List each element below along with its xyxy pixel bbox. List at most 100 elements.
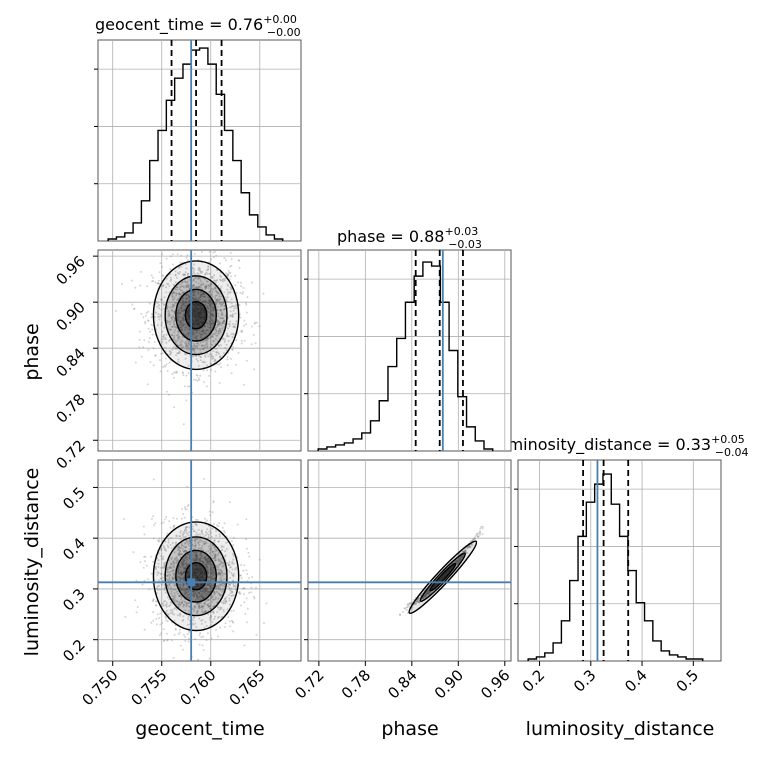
scatter-point (166, 571, 169, 574)
density-fill-2 (175, 289, 217, 341)
scatter-point (202, 360, 205, 363)
scatter-point (188, 605, 191, 608)
scatter-point (197, 542, 200, 545)
scatter-point (160, 583, 163, 586)
scatter-point (191, 319, 194, 322)
scatter-point (197, 319, 199, 322)
scatter-point (175, 354, 178, 357)
scatter-point (195, 302, 198, 305)
scatter-point (176, 592, 179, 595)
scatter-point (200, 323, 203, 326)
scatter-point (185, 508, 188, 511)
scatter-point (222, 608, 225, 611)
scatter-point (216, 300, 219, 303)
scatter-point (160, 315, 163, 318)
scatter-point (199, 547, 202, 550)
scatter-point (174, 273, 177, 276)
hist-panel-geocent_time (94, 39, 302, 242)
scatter-point (185, 286, 188, 289)
scatter-point (232, 572, 235, 575)
scatter-point (162, 567, 165, 570)
scatter-point (246, 607, 249, 610)
scatter-point (195, 286, 198, 289)
scatter-point (229, 291, 232, 294)
scatter-point (221, 327, 224, 330)
scatter-point (205, 639, 208, 642)
scatter-point (183, 589, 186, 592)
scatter-point (209, 607, 212, 610)
scatter-point (194, 518, 197, 521)
scatter-point (192, 304, 195, 307)
scatter-point (196, 559, 199, 562)
scatter-point (223, 319, 226, 322)
scatter-point (165, 338, 167, 341)
scatter-point (187, 301, 190, 304)
scatter-point (199, 290, 202, 293)
scatter-point (209, 576, 212, 579)
scatter-point (230, 305, 233, 308)
scatter-point (196, 347, 199, 350)
scatter-point (180, 328, 183, 331)
scatter-point (215, 347, 218, 350)
scatter-point (218, 262, 221, 265)
scatter-point (205, 625, 208, 627)
scatter-point (194, 344, 197, 347)
scatter-point (171, 609, 174, 611)
scatter-point (219, 317, 222, 320)
scatter-point (202, 561, 205, 563)
scatter-point (186, 284, 189, 287)
scatter-point (182, 307, 185, 310)
scatter-point (223, 340, 226, 343)
scatter-point (175, 346, 177, 349)
scatter-point (250, 325, 253, 328)
scatter-point (199, 553, 202, 556)
scatter-point (223, 626, 226, 628)
scatter-point (180, 570, 183, 573)
scatter-point (174, 281, 177, 284)
scatter-point (226, 300, 229, 303)
scatter-point (192, 267, 195, 270)
scatter-point (201, 271, 204, 273)
scatter-point (227, 322, 230, 325)
scatter-point (211, 309, 214, 312)
scatter-point (224, 600, 227, 603)
scatter-point (222, 545, 225, 548)
scatter-point (150, 555, 153, 558)
scatter-point (197, 285, 200, 288)
scatter-point (217, 635, 219, 638)
scatter-point (208, 336, 211, 339)
scatter-point (235, 307, 238, 310)
scatter-point (197, 323, 200, 326)
scatter-point (192, 347, 195, 350)
scatter-point (242, 287, 245, 289)
scatter-point (206, 558, 209, 561)
scatter-point (183, 352, 186, 355)
scatter-point (203, 325, 206, 328)
scatter-point (239, 574, 242, 577)
scatter-point (258, 558, 261, 561)
scatter-point (175, 347, 178, 350)
y-tick-label: 0.84 (52, 344, 88, 380)
scatter-point (169, 574, 172, 576)
scatter-point (187, 591, 190, 593)
scatter-point (200, 336, 203, 339)
scatter-point (177, 311, 179, 314)
scatter-point (209, 313, 212, 316)
scatter-point (237, 281, 240, 284)
scatter-point (207, 535, 210, 538)
scatter-point (232, 609, 235, 612)
scatter-point (187, 637, 190, 640)
scatter-point (202, 549, 205, 552)
scatter-point (174, 599, 177, 601)
scatter-point (195, 329, 198, 332)
scatter-point (180, 346, 183, 349)
scatter-point (246, 573, 249, 576)
scatter-point (207, 355, 210, 358)
scatter-point (174, 274, 177, 277)
scatter-point (166, 544, 169, 547)
scatter-point (194, 286, 197, 288)
scatter-point (175, 370, 178, 373)
scatter-point (180, 553, 183, 555)
scatter-point (226, 288, 229, 291)
scatter-point (210, 356, 213, 358)
